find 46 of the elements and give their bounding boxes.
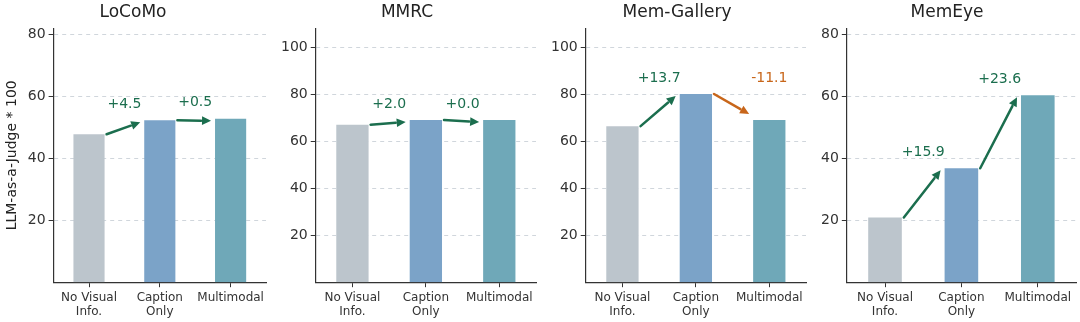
x-tick-label: No Visual Info. <box>594 289 651 318</box>
x-tick-label: No Visual Info. <box>324 289 381 318</box>
y-tick-label: 20 <box>289 225 308 242</box>
y-tick-label: 100 <box>550 37 578 54</box>
y-tick-label: 20 <box>820 210 839 227</box>
bar <box>1021 95 1055 283</box>
x-tick-label: No Visual Info. <box>857 289 913 318</box>
y-tick-label: 40 <box>559 178 578 195</box>
chart-title: MMRC <box>380 0 434 21</box>
x-tick-label: No Visual Info. <box>61 289 117 318</box>
y-tick-label: 60 <box>27 87 46 104</box>
x-tick-label: Caption Only <box>672 289 720 318</box>
y-tick-label: 80 <box>27 25 46 42</box>
y-tick-label: 20 <box>559 225 578 242</box>
annotation: +4.5 <box>107 94 142 111</box>
chart-title: MemEye <box>910 0 984 21</box>
y-tick-label: 60 <box>289 131 308 148</box>
x-tick-label: Caption Only <box>136 289 183 318</box>
annotation: +0.5 <box>178 93 213 110</box>
bar <box>868 217 902 283</box>
y-axis-title: LLM-as-a-Judge * 100 <box>3 80 20 231</box>
x-tick-label: Multimodal <box>1004 289 1072 304</box>
y-tick-label: 80 <box>820 25 839 42</box>
y-tick-label: 60 <box>559 131 578 148</box>
y-tick-label: 20 <box>27 210 46 227</box>
y-tick-label: 40 <box>27 149 46 166</box>
y-tick-label: 60 <box>820 87 839 104</box>
x-tick-label: Caption Only <box>938 289 985 318</box>
chart-title: LoCoMo <box>99 0 167 21</box>
x-tick-label: Multimodal <box>465 289 533 304</box>
annotation: -11.1 <box>751 68 788 85</box>
x-tick-label: Multimodal <box>197 289 264 304</box>
x-tick-label: Multimodal <box>735 289 803 304</box>
annotation: +23.6 <box>978 69 1022 86</box>
annotation: +0.0 <box>445 94 480 111</box>
annotation: +15.9 <box>901 142 945 159</box>
y-tick-label: 80 <box>289 84 308 101</box>
annotation: +2.0 <box>372 94 407 111</box>
y-tick-label: 40 <box>289 178 308 195</box>
y-tick-label: 80 <box>559 84 578 101</box>
y-tick-label: 100 <box>280 37 308 54</box>
chart-title: Mem-Gallery <box>622 0 732 21</box>
bar <box>944 168 979 283</box>
x-tick-label: Caption Only <box>402 289 450 318</box>
y-tick-label: 40 <box>820 149 839 166</box>
annotation: +13.7 <box>637 68 681 85</box>
